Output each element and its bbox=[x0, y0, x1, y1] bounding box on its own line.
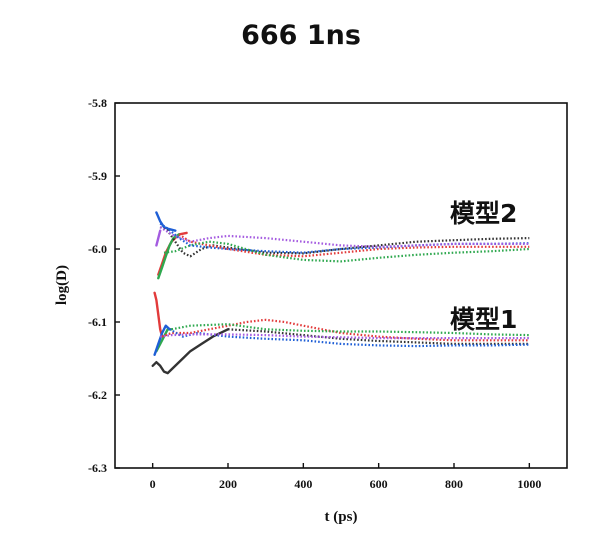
x-axis-label: t (ps) bbox=[325, 509, 358, 525]
series-line-17 bbox=[160, 333, 530, 340]
x-tick-label: 400 bbox=[294, 477, 312, 491]
series-line-10 bbox=[153, 291, 164, 338]
series-line-3 bbox=[155, 229, 162, 247]
x-tick-label: 1000 bbox=[517, 477, 541, 491]
series-line-12 bbox=[153, 324, 171, 356]
ticks-layer: 0 200 400 600 800 1000 -6.3 -6.2 -6.1 -6.0 -5.9 -5.… bbox=[88, 96, 541, 491]
annotation-model-1: 模型1 bbox=[450, 305, 517, 334]
x-tick-label: 0 bbox=[150, 477, 156, 491]
y-tick-label: -6.3 bbox=[88, 461, 107, 475]
y-tick-label: -6.1 bbox=[88, 315, 107, 329]
y-tick-label: -6.2 bbox=[88, 388, 107, 402]
series-line-9 bbox=[151, 328, 230, 375]
x-tick-label: 200 bbox=[219, 477, 237, 491]
plot-frame bbox=[114, 102, 568, 469]
series-line-8 bbox=[159, 226, 530, 248]
series-line-0 bbox=[155, 211, 177, 232]
x-tick-label: 600 bbox=[370, 477, 388, 491]
x-tick-label: 800 bbox=[445, 477, 463, 491]
series-line-16 bbox=[169, 328, 530, 348]
y-axis-label: log(D) bbox=[54, 265, 70, 305]
y-tick-label: -5.8 bbox=[88, 96, 107, 110]
series-line-15 bbox=[171, 323, 530, 337]
series-line-4 bbox=[159, 226, 530, 258]
chart-title: 666 1ns bbox=[241, 20, 361, 51]
series-line-2 bbox=[157, 233, 181, 280]
series-layer bbox=[151, 211, 530, 375]
series-line-5 bbox=[178, 233, 530, 258]
y-tick-label: -6.0 bbox=[88, 242, 107, 256]
annotation-model-2: 模型2 bbox=[450, 199, 517, 228]
y-tick-label: -5.9 bbox=[88, 169, 107, 183]
